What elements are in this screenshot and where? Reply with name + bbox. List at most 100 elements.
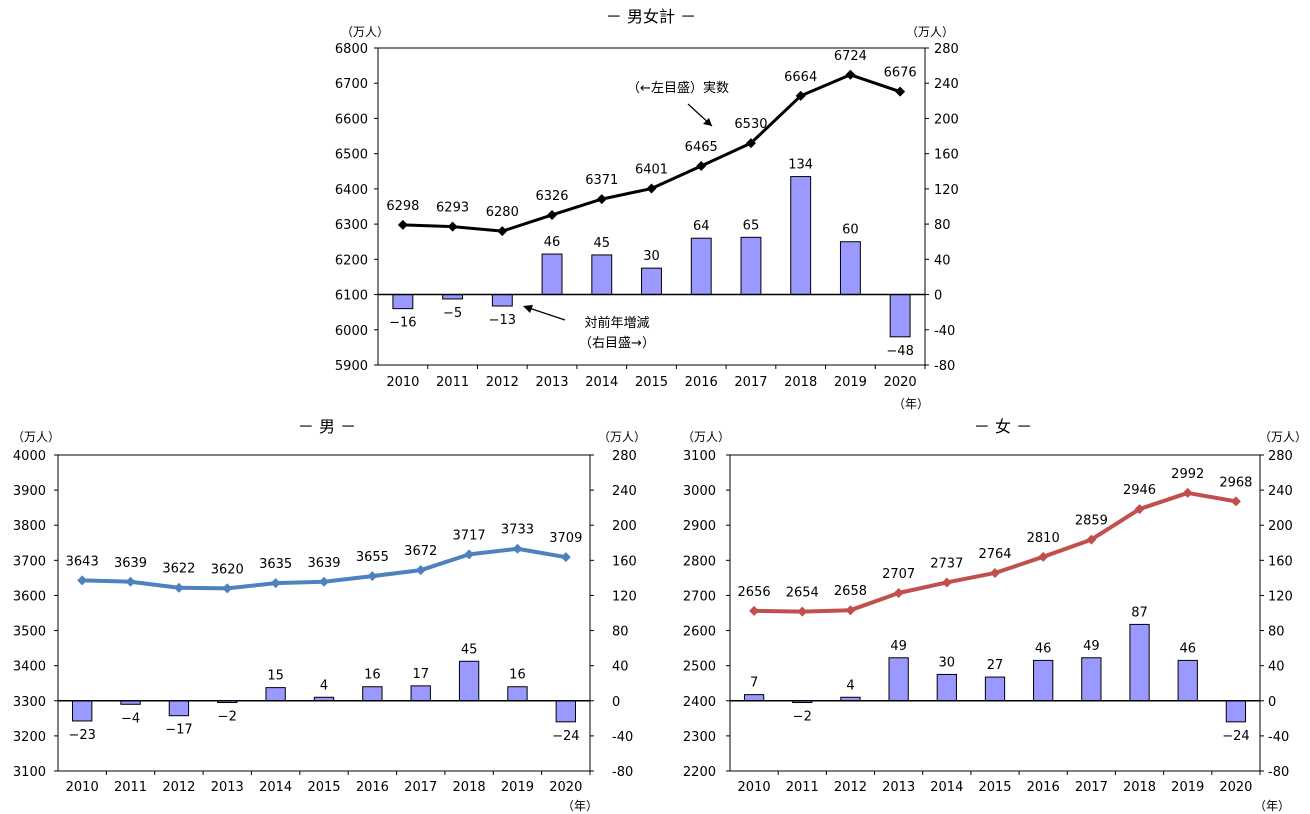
bar-data-label: −4 xyxy=(121,711,140,726)
line-marker xyxy=(696,160,707,171)
left-tick-label: 3300 xyxy=(13,695,46,710)
left-tick-label: 2300 xyxy=(683,730,716,745)
right-tick-label: 40 xyxy=(1268,660,1285,675)
bar xyxy=(641,267,662,296)
right-tick-label: 280 xyxy=(934,42,959,57)
left-tick-label: 5900 xyxy=(335,359,368,374)
x-tick-label: 2013 xyxy=(535,375,568,390)
right-tick-label: 40 xyxy=(934,253,951,268)
bar xyxy=(888,657,909,702)
left-axis-unit: （万人） xyxy=(341,25,389,39)
plot-frame-0 xyxy=(377,47,926,366)
line-marker xyxy=(125,576,136,587)
right-tick-label: 160 xyxy=(1268,554,1293,569)
x-tick-label: 2013 xyxy=(211,780,244,795)
bar-data-label: −24 xyxy=(552,729,579,744)
bar-data-label: −2 xyxy=(218,710,237,725)
bar-data-label: 60 xyxy=(842,223,859,238)
line-marker xyxy=(222,583,233,594)
x-tick-label: 2014 xyxy=(259,780,292,795)
x-tick-label: 2018 xyxy=(453,780,486,795)
bar-data-label: −13 xyxy=(489,313,516,328)
left-tick-label: 3700 xyxy=(13,554,46,569)
right-tick-label: 280 xyxy=(612,449,637,464)
x-tick-label: 2011 xyxy=(114,780,147,795)
right-tick-label: 200 xyxy=(934,112,959,127)
line-marker xyxy=(1038,551,1049,562)
left-tick-label: 6300 xyxy=(335,218,368,233)
line-marker xyxy=(415,565,426,576)
line-data-label: 3639 xyxy=(114,556,147,571)
bar-data-label: 45 xyxy=(593,236,610,251)
line-data-label: 3622 xyxy=(162,562,195,577)
right-tick-label: 80 xyxy=(934,218,951,233)
bar-data-label: 46 xyxy=(1035,641,1052,656)
line-data-label: 2992 xyxy=(1171,467,1204,482)
line-marker xyxy=(749,605,760,616)
left-tick-label: 3900 xyxy=(13,484,46,499)
line-data-label: 6401 xyxy=(635,163,668,178)
left-tick-label: 3000 xyxy=(683,484,716,499)
line-data-label: 3655 xyxy=(356,550,389,565)
right-tick-label: 240 xyxy=(934,77,959,92)
bar-data-label: −2 xyxy=(793,710,812,725)
x-tick-label: 2014 xyxy=(930,780,963,795)
line-marker xyxy=(893,587,904,598)
right-tick-label: 160 xyxy=(612,554,637,569)
line-marker xyxy=(1230,496,1241,507)
line-marker xyxy=(512,543,523,554)
bar xyxy=(690,237,712,296)
bar xyxy=(392,294,414,310)
x-axis-unit: （年） xyxy=(562,799,598,813)
bar xyxy=(740,236,762,296)
bar xyxy=(410,685,431,702)
left-tick-label: 3500 xyxy=(13,625,46,640)
right-tick-label: 200 xyxy=(612,519,637,534)
line-marker xyxy=(845,69,856,80)
bar-data-label: −17 xyxy=(165,723,192,738)
bar xyxy=(839,241,861,296)
right-tick-label: 120 xyxy=(1268,589,1293,604)
bar-data-label: 87 xyxy=(1131,605,1148,620)
x-tick-label: 2016 xyxy=(356,780,389,795)
bar xyxy=(743,694,765,702)
annotation-actual-left-axis: （←左目盛）実数 xyxy=(627,80,729,96)
right-tick-label: 40 xyxy=(612,660,629,675)
bar-data-label: 30 xyxy=(939,655,956,670)
x-axis-unit: （年） xyxy=(893,397,929,411)
x-tick-label: 2018 xyxy=(784,375,817,390)
line-data-label: 6724 xyxy=(834,49,867,64)
bar-data-label: 27 xyxy=(987,658,1004,673)
bar-data-label: 49 xyxy=(1083,639,1100,654)
bar-data-label: −48 xyxy=(886,344,913,359)
line-marker xyxy=(173,582,184,593)
x-tick-label: 2019 xyxy=(501,780,534,795)
left-tick-label: 3100 xyxy=(683,449,716,464)
right-tick-label: 80 xyxy=(1268,625,1285,640)
line-marker xyxy=(464,549,475,560)
bar xyxy=(1033,659,1054,702)
line-data-label: 6293 xyxy=(436,201,469,216)
line-marker xyxy=(319,576,329,587)
line-marker xyxy=(1182,487,1193,498)
line-data-label: 2658 xyxy=(834,584,867,599)
line-marker xyxy=(397,219,408,230)
line-data-label: 6664 xyxy=(784,70,817,85)
right-tick-label: -40 xyxy=(612,730,633,745)
line-marker xyxy=(941,577,952,588)
bar-data-label: 49 xyxy=(890,639,907,654)
line-data-label: 6326 xyxy=(535,189,568,204)
bar-data-label: −5 xyxy=(443,306,462,321)
bar xyxy=(555,700,576,723)
right-tick-label: 160 xyxy=(934,148,959,163)
line-marker xyxy=(367,571,378,582)
line-data-label: 6676 xyxy=(884,66,917,81)
left-tick-label: 2500 xyxy=(683,660,716,675)
x-tick-label: 2012 xyxy=(486,375,519,390)
left-tick-label: 6800 xyxy=(335,42,368,57)
left-axis-unit: （万人） xyxy=(682,430,730,444)
left-tick-label: 6100 xyxy=(335,289,368,304)
x-tick-label: 2014 xyxy=(585,375,618,390)
